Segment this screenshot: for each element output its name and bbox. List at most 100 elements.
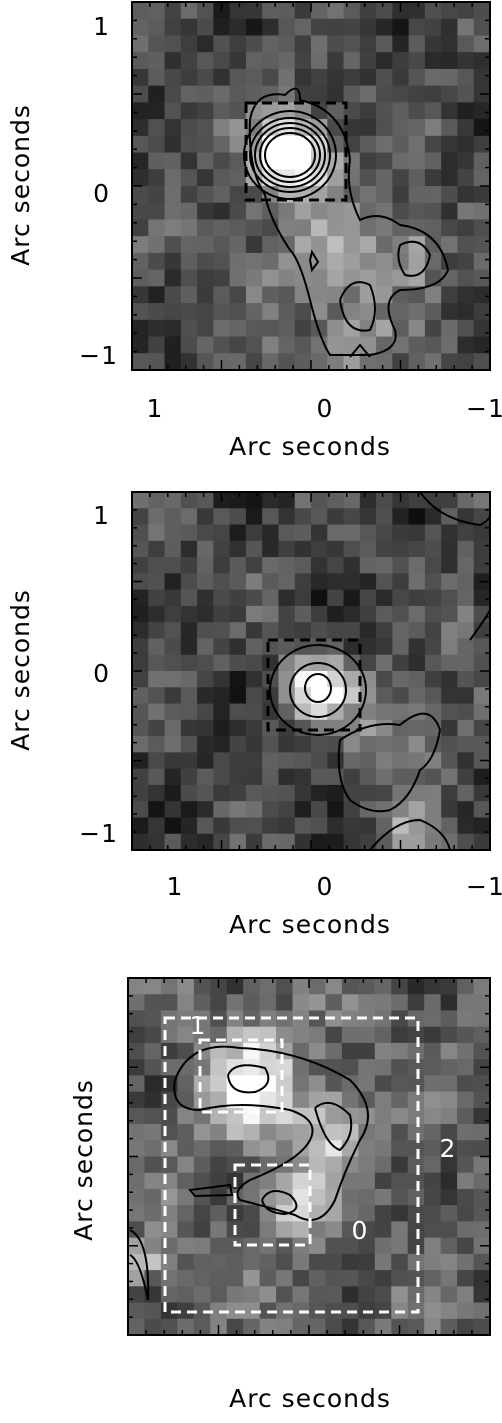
pixel (376, 605, 393, 623)
pixel (424, 1188, 442, 1206)
pixel (294, 557, 312, 574)
pixel (424, 752, 442, 770)
pixel (408, 492, 426, 509)
pixel (327, 269, 345, 287)
pixel (128, 1026, 146, 1044)
pixel (374, 1270, 392, 1287)
pixel (262, 303, 280, 321)
pixel (473, 252, 491, 271)
pixel (376, 768, 393, 786)
pixel (128, 1221, 146, 1239)
pixel (245, 622, 263, 640)
pixel (144, 1140, 162, 1158)
pixel (259, 1286, 277, 1304)
pixel (358, 994, 376, 1012)
pixel (311, 52, 328, 70)
pixel (292, 1172, 310, 1190)
pixel (262, 801, 280, 819)
pixel (243, 1140, 261, 1158)
pixel (132, 817, 149, 835)
pixel (343, 622, 361, 640)
pixel (262, 353, 280, 371)
pixel (325, 1270, 343, 1287)
pixel (148, 508, 166, 526)
pixel (457, 573, 475, 591)
pixel (164, 622, 182, 640)
pixel (294, 524, 312, 542)
pixel (278, 703, 296, 721)
pixel (457, 1107, 475, 1125)
pixel (193, 1302, 211, 1320)
pixel (407, 1188, 425, 1206)
pixel (327, 605, 345, 623)
pixel (180, 135, 198, 154)
pixel (128, 978, 146, 995)
pixel (243, 1042, 261, 1060)
pixel (160, 994, 178, 1012)
pixel (278, 736, 296, 753)
pixel (376, 35, 393, 53)
pixel (164, 719, 182, 737)
pixel (259, 994, 277, 1012)
pixel (359, 703, 377, 721)
pixel (164, 508, 182, 526)
pixel (358, 1205, 376, 1223)
pixel (407, 1270, 425, 1287)
pixel (424, 1042, 442, 1060)
pixel (164, 52, 182, 70)
pixel (424, 1091, 442, 1109)
pixel (327, 622, 345, 640)
pixel (197, 817, 214, 835)
pixel (408, 557, 426, 574)
pixel (262, 654, 280, 672)
pixel (245, 638, 263, 656)
pixel (424, 68, 442, 87)
pixel (197, 236, 214, 254)
pixel (408, 589, 426, 607)
pixel (262, 784, 280, 802)
pixel (292, 1188, 310, 1206)
pixel (407, 1221, 425, 1239)
pixel (457, 817, 475, 835)
pixel (440, 1075, 458, 1093)
y-axis-label: Arc seconds (69, 1079, 98, 1241)
pixel (408, 236, 426, 254)
pixel (213, 784, 231, 802)
x-tick-label: −1 (466, 872, 502, 901)
pixel (177, 978, 195, 995)
region-label: 0 (352, 1216, 369, 1245)
pixel (180, 492, 198, 509)
pixel (160, 1188, 178, 1206)
pixel (243, 994, 261, 1012)
pixel (457, 68, 475, 87)
region-box (198, 1038, 284, 1114)
pixel (226, 1253, 244, 1271)
pixel (197, 719, 214, 737)
pixel (197, 219, 214, 237)
pixel (424, 1237, 442, 1255)
pixel (376, 152, 393, 170)
pixel (144, 1156, 162, 1174)
pixel (197, 833, 214, 851)
pixel (341, 1205, 359, 1223)
pixel (325, 1286, 343, 1304)
pixel (193, 1156, 211, 1174)
pixel (441, 2, 459, 20)
pixel (292, 994, 310, 1012)
pixel (441, 801, 459, 819)
pixel (180, 119, 198, 137)
pixel (210, 1270, 228, 1287)
pixel (180, 186, 198, 204)
pixel (311, 286, 328, 304)
pixel (457, 768, 475, 786)
pixel (424, 85, 442, 103)
pixel (392, 703, 410, 721)
pixel (180, 169, 198, 187)
pixel (343, 833, 361, 851)
pixel (391, 1286, 409, 1304)
pixel (424, 784, 442, 802)
pixel (424, 703, 442, 721)
pixel (441, 687, 459, 705)
pixel (294, 152, 312, 170)
pixel (473, 1172, 491, 1190)
